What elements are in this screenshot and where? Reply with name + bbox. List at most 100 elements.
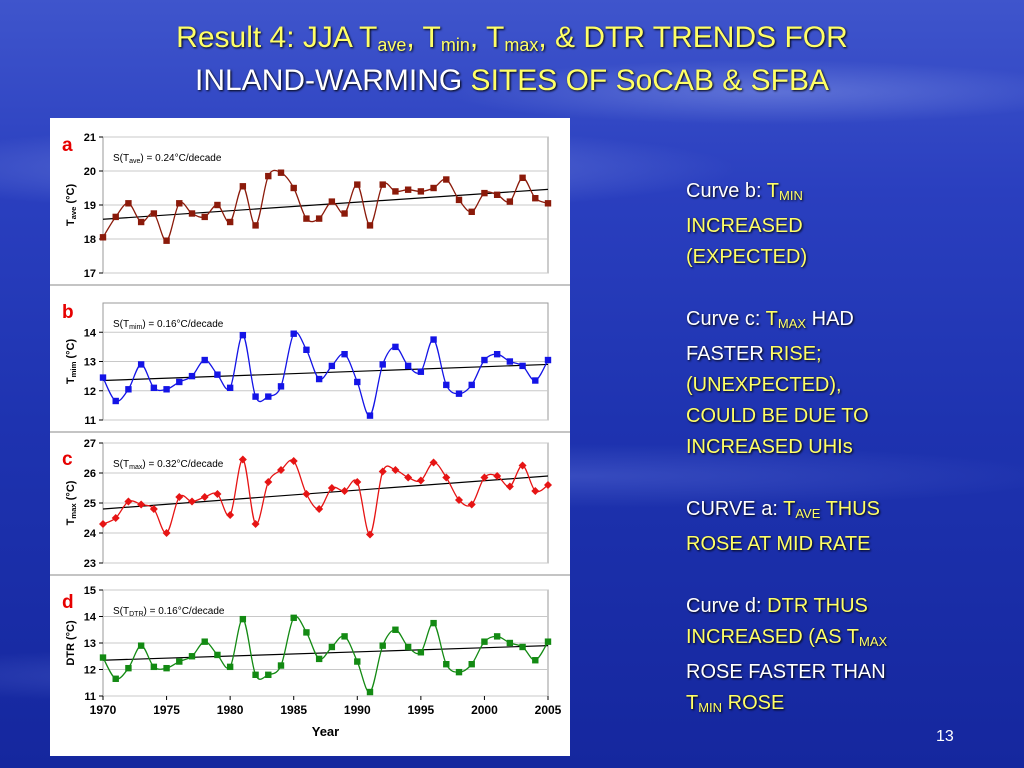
data-point <box>163 237 170 244</box>
data-point <box>163 664 170 672</box>
data-point <box>341 350 348 358</box>
data-point <box>366 530 374 539</box>
trend-line <box>102 645 549 661</box>
data-point <box>176 378 183 386</box>
y-tick-label: 26 <box>84 468 96 480</box>
panel-label: d <box>62 592 74 613</box>
data-point <box>404 362 412 370</box>
data-point <box>481 638 488 645</box>
data-point <box>430 619 437 627</box>
data-point <box>417 649 425 656</box>
data-point <box>366 412 374 419</box>
data-point <box>315 505 324 513</box>
data-point <box>188 653 196 660</box>
data-point <box>341 633 348 640</box>
data-point <box>188 497 196 506</box>
data-point <box>303 215 310 222</box>
data-point <box>532 657 539 664</box>
data-point <box>481 356 488 364</box>
data-point <box>163 386 170 393</box>
data-point <box>99 374 107 381</box>
data-point <box>493 633 501 640</box>
data-point <box>392 188 399 195</box>
data-point <box>264 478 273 486</box>
data-point <box>315 215 323 222</box>
x-tick-label: 1985 <box>280 703 307 717</box>
data-point <box>252 393 259 400</box>
data-point <box>188 210 196 217</box>
data-point <box>327 484 336 492</box>
y-tick-label: 13 <box>84 357 96 369</box>
title-line-1: Result 4: JJA Tave, Tmin, Tmax, & DTR TR… <box>176 21 848 55</box>
data-point <box>124 497 133 506</box>
data-point <box>455 496 463 504</box>
data-point <box>137 642 145 649</box>
data-point <box>162 529 171 537</box>
x-tick-label: 1975 <box>153 703 180 717</box>
x-tick-label: 1980 <box>217 703 244 717</box>
data-point <box>328 362 336 370</box>
data-point <box>532 195 539 202</box>
data-point <box>379 361 386 368</box>
slide-title: Result 4: JJA Tave, Tmin, Tmax, & DTR TR… <box>60 20 964 99</box>
y-tick-label: 19 <box>84 200 96 212</box>
data-point <box>468 208 475 215</box>
data-point <box>455 668 463 676</box>
y-tick-label: 14 <box>84 612 97 624</box>
slope-annotation: S(TDTR) = 0.16°C/decade <box>113 606 225 618</box>
data-point <box>378 467 387 476</box>
data-point <box>315 375 323 383</box>
data-point <box>506 198 514 205</box>
y-tick-label: 11 <box>84 415 96 427</box>
slope-annotation: S(Tmax) = 0.32°C/decade <box>113 459 224 471</box>
data-point <box>404 186 412 193</box>
note-curve-c: Curve c: TMAX HAD FASTER RISE; (UNEXPECT… <box>686 308 869 458</box>
data-point <box>111 514 120 522</box>
x-tick-label: 1970 <box>90 703 117 717</box>
y-tick-label: 21 <box>84 132 96 144</box>
data-point <box>176 658 183 665</box>
x-tick-label: 2000 <box>471 703 498 717</box>
data-point <box>353 478 362 486</box>
data-point <box>201 356 208 364</box>
data-point <box>265 393 272 400</box>
data-point <box>265 172 272 180</box>
data-point <box>544 638 552 645</box>
data-point <box>112 397 119 405</box>
data-point <box>137 500 146 509</box>
data-point <box>417 188 425 195</box>
y-tick-label: 14 <box>84 327 97 339</box>
data-point <box>392 343 399 351</box>
y-tick-label: 18 <box>84 234 96 246</box>
data-point <box>328 198 336 205</box>
data-point <box>468 661 475 668</box>
panel-label: a <box>62 135 73 156</box>
data-point <box>443 661 450 668</box>
trend-line <box>102 188 549 220</box>
y-tick-label: 27 <box>84 438 96 450</box>
slope-annotation: S(Tave) = 0.24°C/decade <box>113 153 222 165</box>
data-point <box>519 643 526 651</box>
data-point <box>99 234 107 241</box>
data-point <box>150 210 158 217</box>
data-point <box>290 330 297 337</box>
data-point <box>226 511 235 519</box>
data-point <box>176 200 183 207</box>
data-point <box>99 654 107 661</box>
data-point <box>277 662 285 669</box>
data-point <box>430 336 437 343</box>
data-point <box>379 642 386 649</box>
y-tick-label: 15 <box>84 585 96 597</box>
y-tick-label: 20 <box>84 166 96 178</box>
data-point <box>481 189 488 197</box>
title-line-2: INLAND-WARMING SITES OF SoCAB & SFBA <box>195 64 829 97</box>
data-point <box>277 169 285 176</box>
data-point <box>226 384 234 392</box>
data-point <box>354 181 361 188</box>
data-point <box>404 473 413 482</box>
data-point <box>519 174 526 181</box>
data-point <box>175 493 184 501</box>
x-axis-label: Year <box>312 724 339 739</box>
data-point <box>201 638 208 645</box>
data-point <box>226 218 234 226</box>
